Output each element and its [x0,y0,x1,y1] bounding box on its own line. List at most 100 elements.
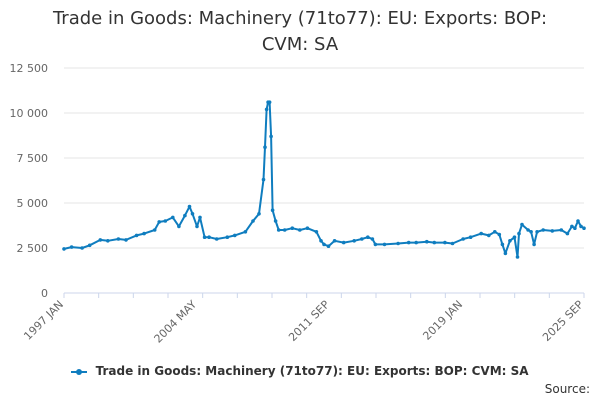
data-point [177,224,181,229]
data-point [142,231,146,236]
data-point [529,230,533,234]
data-point [550,229,555,233]
data-point [479,231,484,236]
data-point [270,208,275,212]
data-point [582,226,586,230]
data-point [87,243,92,248]
data-point [152,228,157,232]
data-point [171,215,175,220]
data-point [98,238,103,242]
data-point [157,220,161,224]
data-point [80,246,84,250]
data-point [406,240,411,245]
data-point [565,231,570,236]
data-point [326,244,331,248]
data-point [414,240,419,245]
data-point [468,235,473,239]
data-point [257,212,261,216]
x-tick-label: 2019 JAN [420,298,465,343]
data-point [233,233,237,238]
data-point [225,235,230,239]
data-point [269,134,273,139]
data-point [432,240,437,245]
data-point [450,241,455,246]
data-point [243,230,248,234]
data-point [532,242,536,247]
data-point [124,238,128,242]
data-point [116,237,121,241]
data-point [322,242,326,247]
data-point [214,237,219,241]
data-point [332,239,337,243]
data-point [207,235,211,239]
data-point [198,215,202,220]
x-tick-label: 2004 MAY [152,298,200,346]
chart-title: Trade in Goods: Machinery (71to77): EU: … [0,6,600,58]
data-point [273,219,278,223]
source-label: Source: [544,382,590,396]
data-point [360,237,364,241]
data-point [251,219,255,223]
data-point [461,237,465,241]
data-point [443,240,447,245]
data-point [515,255,520,259]
data-point [352,239,357,243]
data-point [267,100,272,104]
series-line [63,101,585,258]
data-point [396,241,400,246]
y-tick-label: 0 [41,287,48,300]
y-tick-label: 10 000 [10,107,49,120]
data-point [425,239,429,244]
data-point [106,239,110,243]
chart-title-line-1: Trade in Goods: Machinery (71to77): EU: … [52,8,548,29]
data-point [202,235,207,239]
data-point [503,251,508,256]
data-point [314,230,319,234]
data-point [487,233,491,238]
y-tick-label: 5 000 [17,197,49,210]
data-point [370,237,375,241]
data-point [541,228,545,232]
data-point [62,247,66,251]
data-point [190,212,195,216]
data-point [261,177,266,182]
data-point [512,235,517,239]
data-point [497,232,502,237]
data-point [559,228,564,232]
data-point [195,224,199,229]
data-point [276,228,281,232]
chart-title-line-2: CVM: SA [261,34,339,55]
data-point [264,107,269,112]
x-tick-label: 2011 SEP [286,298,332,344]
data-point [282,228,287,232]
data-point [500,242,505,247]
data-point [508,239,512,243]
x-tick-label: 1997 JAN [21,298,66,343]
y-tick-label: 2 500 [17,242,49,255]
data-point [366,235,370,239]
data-point [573,226,577,230]
data-point [493,230,497,234]
data-point [520,222,524,227]
data-point [535,230,539,234]
data-point [373,242,378,247]
legend[interactable]: Trade in Goods: Machinery (71to77): EU: … [0,364,600,378]
data-point [134,233,139,238]
x-tick-label: 2025 SEP [540,298,586,344]
data-point [341,240,346,245]
data-point [69,245,74,249]
data-point [570,224,574,229]
data-point [183,213,187,218]
data-point [382,242,387,247]
y-tick-label: 7 500 [17,152,49,165]
data-point [305,226,310,230]
data-point [298,228,302,232]
data-point [579,224,583,229]
legend-line-marker-icon [71,368,88,375]
data-point [319,239,323,243]
data-point [290,226,295,230]
legend-label: Trade in Goods: Machinery (71to77): EU: … [95,364,529,378]
data-point [517,231,521,236]
data-point [526,228,530,232]
